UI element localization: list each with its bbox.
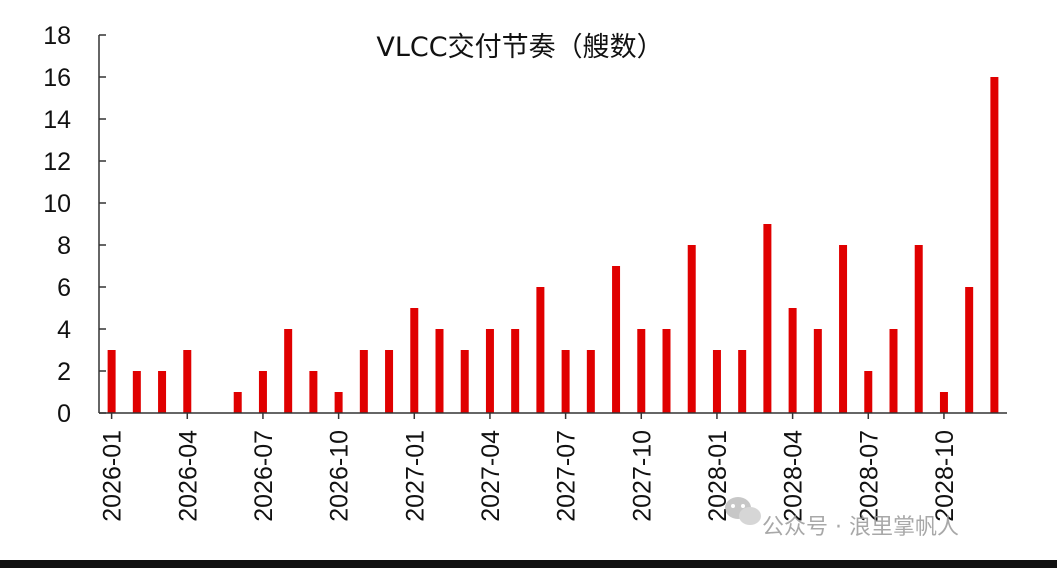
bar	[939, 392, 948, 413]
bar	[788, 308, 797, 413]
bar	[334, 392, 343, 413]
bar	[712, 350, 721, 413]
bars-group	[107, 77, 999, 413]
x-tick-label: 2027-01	[401, 430, 429, 522]
bar	[258, 371, 267, 413]
y-tick-label: 0	[57, 400, 71, 428]
bar	[132, 371, 141, 413]
bar	[158, 371, 167, 413]
x-tick-label: 2026-01	[99, 430, 127, 522]
x-tick-label: 2027-04	[477, 430, 505, 522]
bar	[586, 350, 595, 413]
bar	[183, 350, 192, 413]
y-tick-label: 2	[57, 358, 71, 386]
y-tick-label: 14	[43, 106, 71, 134]
y-axis: 0 2 4 6 8 10 12 14 16 18	[43, 22, 106, 428]
y-tick-label: 6	[57, 274, 71, 302]
bar	[511, 329, 520, 413]
bar	[914, 245, 923, 413]
bar	[965, 287, 974, 413]
bar	[460, 350, 469, 413]
y-tick-label: 16	[43, 64, 71, 92]
bar	[107, 350, 116, 413]
y-tick-label: 4	[57, 316, 71, 344]
x-tick-label: 2028-07	[855, 430, 883, 522]
bar	[561, 350, 570, 413]
bar	[637, 329, 646, 413]
bar	[990, 77, 999, 413]
x-tick-label: 2027-07	[553, 430, 581, 522]
bar	[385, 350, 394, 413]
bar	[687, 245, 696, 413]
y-tick-label: 18	[43, 22, 71, 50]
bar	[284, 329, 293, 413]
bar	[485, 329, 494, 413]
chart-title: VLCC交付节奏（艘数）	[376, 32, 663, 63]
bar	[839, 245, 848, 413]
x-tick-label: 2028-04	[780, 430, 808, 522]
bar	[536, 287, 545, 413]
bottom-border	[0, 560, 1057, 568]
bar	[233, 392, 242, 413]
bar	[813, 329, 822, 413]
bar	[309, 371, 318, 413]
y-tick-label: 8	[57, 232, 71, 260]
watermark: 公众号 · 浪里掌帆人	[725, 497, 959, 540]
watermark-text: 公众号 · 浪里掌帆人	[762, 515, 959, 540]
x-tick-label: 2027-10	[628, 430, 656, 522]
bar	[738, 350, 747, 413]
bar	[612, 266, 621, 413]
bar	[435, 329, 444, 413]
bar	[662, 329, 671, 413]
axes-lines	[98, 35, 1007, 414]
x-tick-label: 2026-07	[250, 430, 278, 522]
x-tick-label: 2026-04	[174, 430, 202, 522]
bar	[410, 308, 419, 413]
bar	[889, 329, 898, 413]
wechat-icon	[725, 497, 761, 525]
x-tick-label: 2028-10	[931, 430, 959, 522]
x-axis: 2026-01 2026-04 2026-07 2026-10 2027-01 2027-…	[99, 413, 959, 522]
x-tick-label: 2026-10	[326, 430, 354, 522]
y-tick-label: 10	[43, 190, 71, 218]
bar	[359, 350, 368, 413]
bar	[763, 224, 772, 413]
y-tick-label: 12	[43, 148, 71, 176]
bar	[864, 371, 873, 413]
